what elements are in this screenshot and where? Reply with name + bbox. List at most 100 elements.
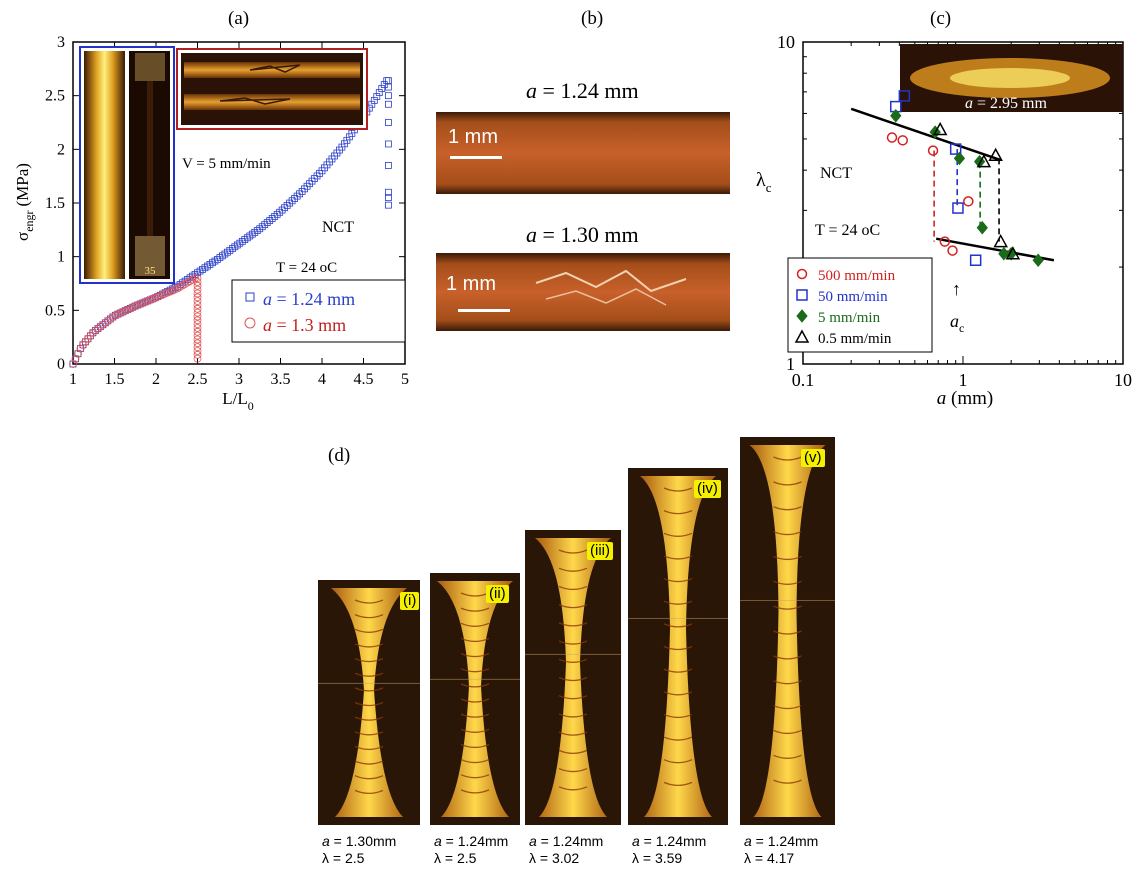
data-point-a-blue	[221, 250, 229, 258]
caption-line-a: a = 1.30mm	[322, 833, 396, 850]
caption-a-symbol: a	[529, 833, 537, 849]
x-tick-label-c: 0.1	[792, 370, 815, 390]
data-point-a-blue	[116, 309, 124, 317]
data-point-a-blue	[223, 248, 231, 256]
fringe-band	[558, 731, 588, 736]
fringe-band	[773, 456, 802, 461]
caption-lambda-value: = 2.5	[329, 850, 365, 866]
fixture-line	[525, 653, 621, 655]
caption-a-value: = 1.24mm	[639, 833, 707, 849]
fringe-band	[460, 789, 490, 794]
specimen-photo	[525, 530, 621, 825]
x-tick-label-a: 4.5	[354, 371, 374, 388]
drop-point-a-blue	[384, 100, 392, 108]
fringe-band	[663, 623, 693, 628]
fringe-band	[460, 743, 490, 749]
data-point-c	[953, 151, 966, 166]
specimen-caption: a = 1.30mm λ = 2.5	[322, 833, 396, 867]
fringe-band	[460, 607, 490, 612]
data-point-a-blue	[106, 315, 114, 323]
caption-lambda-symbol: λ	[529, 850, 536, 866]
data-point-c	[897, 135, 908, 146]
data-point-c	[939, 236, 951, 247]
data-point-a-blue	[226, 246, 234, 254]
data-point-a-blue	[211, 257, 219, 265]
data-point-a-blue	[308, 177, 316, 185]
fit-line-c	[850, 107, 1002, 162]
fringe-band	[460, 713, 490, 718]
specimen-caption: a = 1.24mm λ = 4.17	[744, 833, 818, 867]
fringe-band	[354, 701, 384, 707]
data-point-a-blue	[151, 294, 159, 302]
data-point-a-blue	[124, 306, 132, 313]
drop-point-a-red	[193, 350, 202, 359]
specimen-photo	[430, 573, 520, 825]
caption-line-a: a = 1.24mm	[529, 833, 603, 850]
data-point-a-blue	[383, 77, 391, 85]
caption-lambda-value: = 3.02	[536, 850, 580, 866]
caption-a-value: = 1.30mm	[329, 833, 397, 849]
fringe-band	[773, 605, 802, 610]
fringe-band	[773, 555, 802, 561]
specimen-index-badge: (iv)	[694, 480, 721, 498]
photo-stamp: 35	[145, 265, 157, 277]
annotation-nct-a: NCT	[322, 219, 354, 236]
data-point-a-red	[71, 354, 80, 363]
data-point-a-blue	[293, 192, 301, 200]
drop-point-a-red	[193, 297, 202, 306]
fringe-band	[663, 510, 693, 515]
fringe-band	[558, 767, 588, 773]
data-point-a-blue	[345, 133, 353, 141]
scale-label-bottom: 1 mm	[446, 273, 496, 295]
data-point-a-red	[69, 360, 77, 368]
annotation-temp-c: T = 24 oC	[815, 222, 880, 239]
caption-lambda-symbol: λ	[434, 850, 441, 866]
fringe-band	[354, 745, 384, 751]
data-point-c	[949, 143, 962, 155]
y-tick-label-c: 10	[777, 32, 795, 52]
data-marks-a	[69, 77, 392, 368]
scale-label-top: 1 mm	[448, 126, 498, 148]
specimen-body	[331, 588, 407, 817]
legend-entry-c: 50 mm/min	[818, 289, 888, 305]
fringe-band	[773, 530, 802, 536]
data-point-a-blue	[146, 296, 154, 304]
arrow-ac: ↑	[952, 279, 961, 299]
caption-lambda-value: = 4.17	[751, 850, 795, 866]
data-point-a-blue	[343, 136, 351, 144]
drop-point-a-red	[193, 339, 202, 348]
drop-point-a-blue	[384, 83, 392, 91]
specimen-body	[640, 476, 716, 817]
data-point-a-blue	[281, 204, 289, 212]
legend-c	[787, 257, 933, 353]
data-point-a-blue	[303, 182, 311, 190]
annotation-speed: V = 5 mm/min	[182, 156, 271, 172]
data-point-a-blue	[104, 317, 112, 325]
drop-point-a-red	[193, 327, 202, 336]
caption-a-symbol: a	[322, 833, 330, 849]
x-tick-label-a: 1	[69, 371, 77, 388]
drop-point-a-red	[193, 274, 202, 283]
crack-bottom	[219, 97, 291, 105]
data-point-a-blue	[316, 169, 323, 177]
data-marks-c	[850, 90, 1055, 268]
drop-point-a-red	[193, 281, 202, 290]
y-tick-label-a: 2.5	[45, 88, 65, 105]
fringe-band	[663, 668, 693, 673]
drop-point-a-red	[193, 320, 202, 329]
y-tick-label-c: 1	[786, 354, 795, 374]
data-point-a-blue	[301, 185, 308, 193]
specimen-shape	[740, 445, 835, 817]
fringe-band	[354, 657, 384, 663]
data-point-c	[963, 196, 974, 207]
caption-line-a: a = 1.24mm	[632, 833, 706, 850]
fringe-band	[558, 658, 588, 663]
caption-a-symbol: a	[744, 833, 752, 849]
specimen-thin	[147, 81, 153, 236]
x-tick-label-c: 10	[1114, 370, 1132, 390]
data-point-a-blue	[228, 245, 236, 252]
specimen-shape	[430, 581, 520, 817]
fringe-band	[663, 532, 693, 537]
x-tick-label-a: 4	[318, 371, 326, 388]
data-point-a-blue	[341, 140, 348, 148]
